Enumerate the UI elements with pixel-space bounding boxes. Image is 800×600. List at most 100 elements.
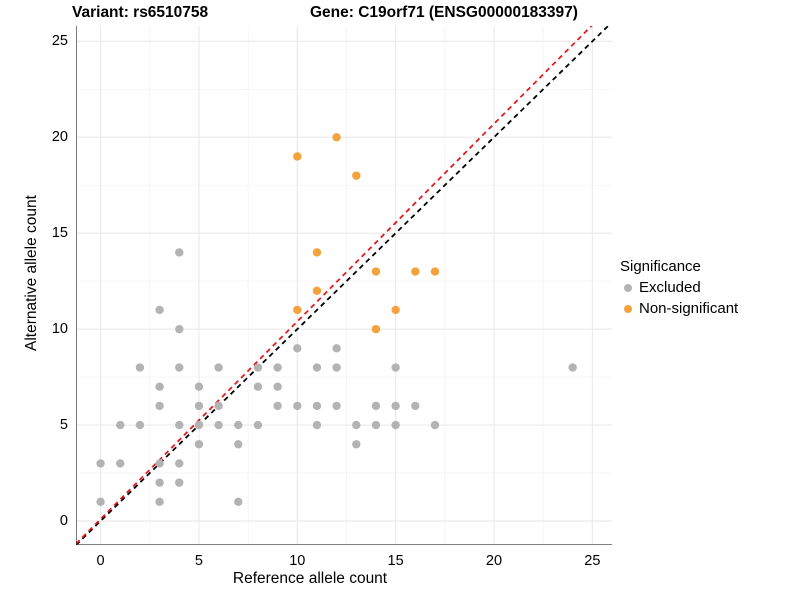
x-tick-label: 20 [485,553,503,569]
data-point [194,401,204,411]
data-point [155,459,164,468]
reference-line-identity [76,26,610,545]
data-point [391,420,400,430]
data-point [293,344,302,353]
grid-major [76,26,612,545]
data-point [273,382,282,391]
figure-title-row: Variant: rs6510758 Gene: C19orf71 (ENSG0… [0,4,620,26]
data-point [332,401,341,411]
y-tick-label: 15 [51,225,68,242]
y-axis-title: Alternative allele count [23,195,40,351]
data-point [568,363,577,372]
x-tick-label: 15 [387,553,404,569]
data-point [371,267,381,276]
y-tick-label: 25 [51,33,68,50]
x-tick-label: 10 [289,553,306,569]
legend-dot [623,304,632,313]
x-tick-label: 25 [584,553,601,569]
grid-minor [76,26,612,545]
data-point [312,363,322,372]
data-point [253,420,263,430]
legend-items: Excluded Non-significant [620,277,796,319]
data-point [312,286,322,295]
data-point [155,305,164,315]
data-point [293,152,302,161]
x-tick-label: 5 [194,553,203,569]
data-point [293,401,302,411]
plot-canvas [76,26,612,545]
reference-line-fit [76,26,593,545]
data-point [214,420,223,430]
data-point [253,363,263,372]
data-point [371,420,381,430]
data-point [371,324,381,334]
data-point [214,363,223,372]
y-tick-label: 0 [59,513,68,530]
data-point [175,324,184,334]
data-point [234,420,243,430]
data-point [135,363,145,372]
data-point [234,497,243,507]
data-point [194,382,204,391]
data-point [411,401,420,411]
data-point [194,440,204,449]
data-point [175,459,184,468]
data-point [352,171,361,180]
plot-panel [76,26,612,545]
data-point [96,497,105,507]
data-point [312,420,322,430]
data-point [352,420,361,430]
data-point [391,363,400,372]
data-point [135,420,145,430]
legend-item[interactable]: Non-significant [620,298,796,319]
data-point [430,267,440,276]
data-point [332,133,341,142]
y-tick-label: 5 [59,417,68,434]
data-point [430,420,440,430]
legend-item-label: Excluded [639,279,701,296]
variant-title: Variant: rs6510758 [72,4,209,21]
data-point [175,363,184,372]
data-point [332,344,341,353]
data-point [371,401,381,411]
data-point [175,420,184,430]
legend-dot-nonsignificant [620,301,635,316]
data-point [116,459,125,468]
y-tick-label: 20 [51,129,68,146]
legend-dot [623,283,632,292]
data-point [155,478,164,487]
legend-item-label: Non-significant [639,300,739,317]
data-point [411,267,420,276]
data-point [253,382,263,391]
series-non-significant [293,133,440,334]
panel-background [76,26,612,545]
legend-title: Significance [620,258,701,275]
data-point [234,440,243,449]
gene-title: Gene: C19orf71 (ENSG00000183397) [310,4,578,21]
y-tick-label: 10 [51,321,68,338]
data-point [273,401,282,411]
data-point [116,420,125,430]
data-point [96,459,105,468]
data-point [352,440,361,449]
data-point [155,497,164,507]
legend: Significance Excluded Non-significant [620,258,796,319]
data-point [391,401,400,411]
data-point [332,363,341,372]
data-point [312,248,322,257]
data-point [155,401,164,411]
data-point [293,305,302,315]
reference-lines [76,26,610,545]
data-point [391,305,400,315]
data-point [175,248,184,257]
data-point [155,382,164,391]
data-point [273,363,282,372]
legend-dot-excluded [620,280,635,295]
data-point [214,401,223,411]
data-point [194,420,204,430]
data-point [312,401,322,411]
legend-item[interactable]: Excluded [620,277,796,298]
data-point [175,478,184,487]
series-excluded [96,248,577,507]
